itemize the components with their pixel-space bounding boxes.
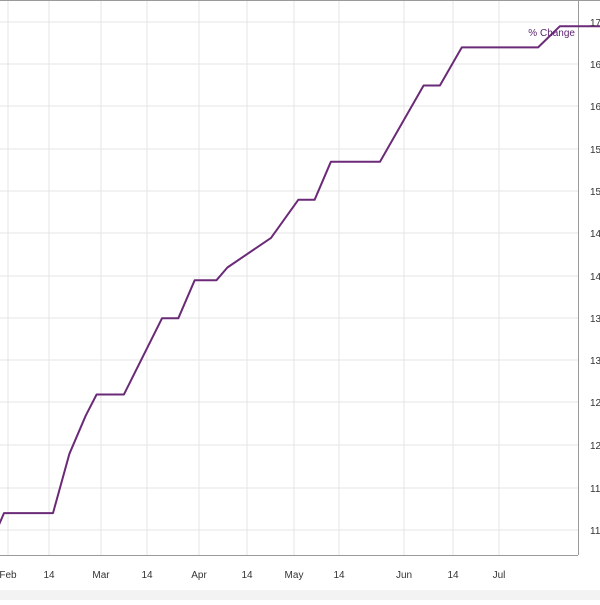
x-tick-label: 14 bbox=[43, 570, 55, 581]
x-tick-label: 14 bbox=[141, 570, 153, 581]
horizontal-gridlines bbox=[0, 21, 578, 531]
y-tick-label: 150 bbox=[590, 187, 600, 198]
legend: % Change bbox=[528, 28, 575, 39]
y-tick-label: 120 bbox=[590, 441, 600, 452]
y-tick-label: 165 bbox=[590, 60, 600, 71]
series-line-0 bbox=[0, 25, 600, 525]
x-tick-label: 14 bbox=[447, 570, 459, 581]
x-tick-label: Feb bbox=[0, 570, 17, 581]
x-axis-tick-labels: Feb 14 Mar 14 Apr 14 May 14 Jun 14 Jul bbox=[0, 570, 505, 581]
y-tick-label: 110 bbox=[590, 526, 600, 537]
y-tick-label: 125 bbox=[590, 398, 600, 409]
y-tick-label: 140 bbox=[590, 272, 600, 283]
y-tick-label: 145 bbox=[590, 229, 600, 240]
vertical-gridlines bbox=[7, 0, 500, 555]
y-tick-label: 115 bbox=[590, 484, 600, 495]
x-tick-label: 14 bbox=[333, 570, 345, 581]
y-tick-label: 170 bbox=[590, 18, 600, 29]
x-tick-label: May bbox=[285, 570, 304, 581]
y-axis-tick-labels: 110 115 120 125 130 135 140 145 150 155 160 165 170 bbox=[590, 18, 600, 537]
y-tick-label: 135 bbox=[590, 314, 600, 325]
x-tick-label: 14 bbox=[241, 570, 253, 581]
y-tick-label: 155 bbox=[590, 145, 600, 156]
x-tick-label: Jul bbox=[493, 570, 506, 581]
series-group bbox=[0, 25, 600, 525]
y-tick-label: 130 bbox=[590, 356, 600, 367]
x-tick-label: Jun bbox=[396, 570, 412, 581]
legend-label: % Change bbox=[528, 28, 575, 39]
x-tick-label: Apr bbox=[191, 570, 207, 581]
y-tick-label: 160 bbox=[590, 102, 600, 113]
x-tick-label: Mar bbox=[92, 570, 110, 581]
bottom-strip bbox=[0, 590, 600, 600]
